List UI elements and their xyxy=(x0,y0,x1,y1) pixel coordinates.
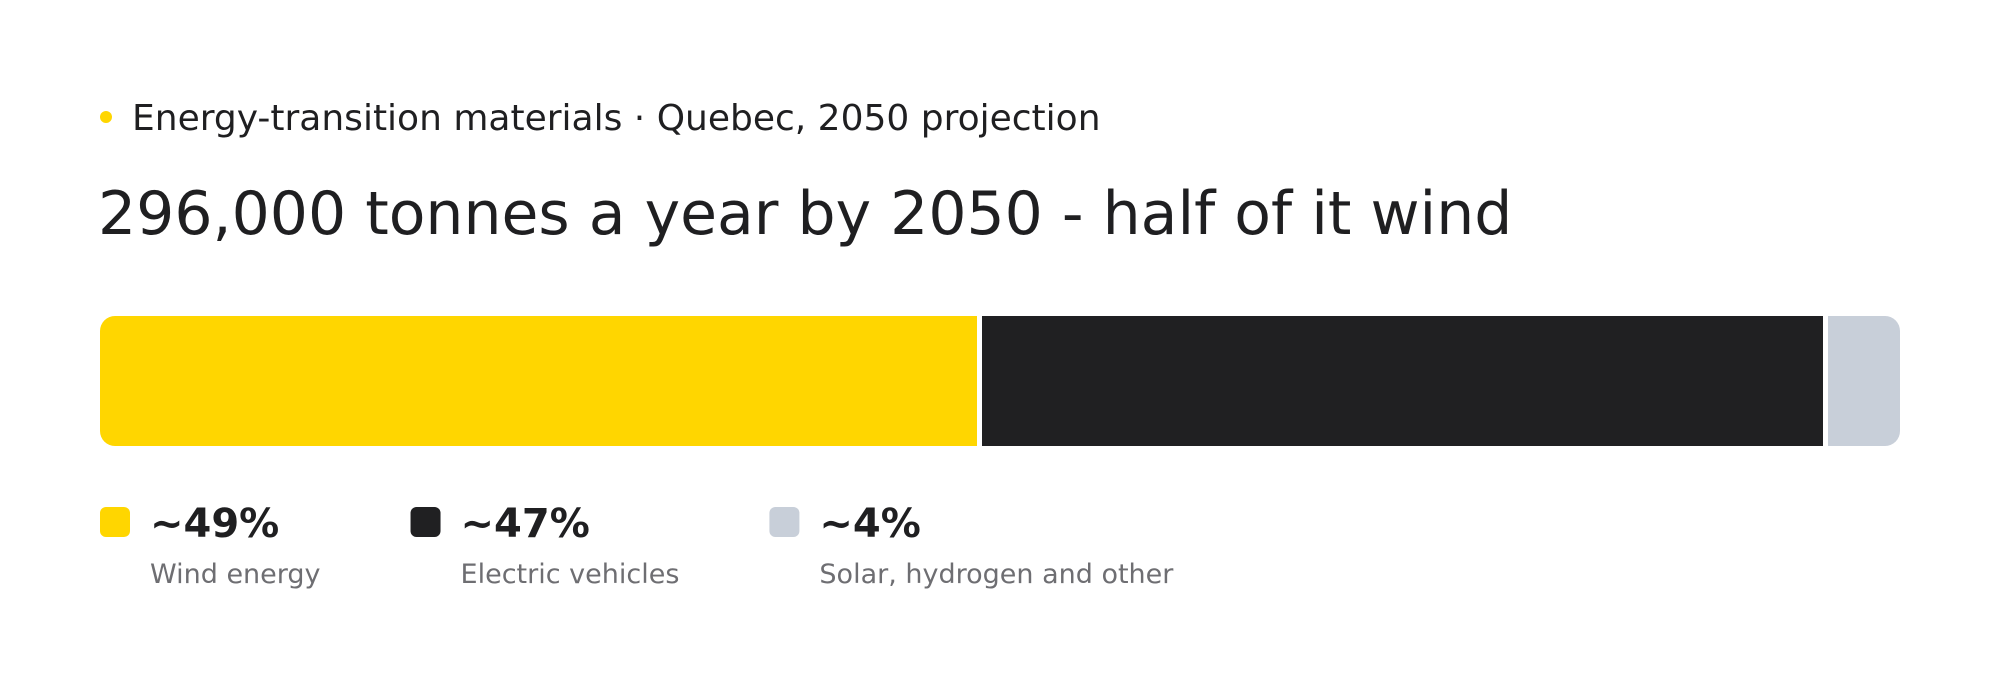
legend-swatch xyxy=(769,507,800,537)
bar-segment xyxy=(1828,316,1900,446)
legend: ~49% Wind energy ~47% Electric vehicles ~4% S… xyxy=(100,501,1174,590)
legend-label: Solar, hydrogen and other xyxy=(819,559,1174,590)
chart-subtitle: Energy-transition materials · Quebec, 20… xyxy=(132,98,1101,139)
bar-segment xyxy=(982,316,1823,446)
legend-value: ~49% xyxy=(150,501,279,547)
legend-swatch xyxy=(100,507,130,537)
stacked-bar xyxy=(100,316,1900,446)
bar-segment xyxy=(100,316,977,446)
legend-swatch xyxy=(410,507,441,537)
subtitle-dot xyxy=(100,111,112,123)
legend-label: Electric vehicles xyxy=(461,559,680,590)
legend-label: Wind energy xyxy=(150,559,321,590)
chart-title: 296,000 tonnes a year by 2050 - half of … xyxy=(98,179,1512,249)
legend-value: ~4% xyxy=(819,501,920,547)
legend-value: ~47% xyxy=(461,501,590,547)
